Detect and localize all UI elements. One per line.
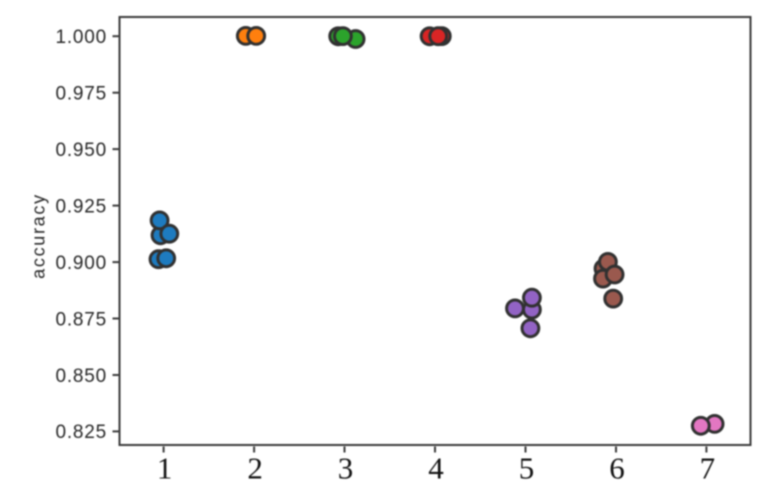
svg-text:3: 3 — [338, 451, 354, 486]
svg-text:6: 6 — [609, 451, 625, 486]
svg-text:0.875: 0.875 — [55, 309, 107, 330]
svg-text:0.950: 0.950 — [55, 140, 107, 161]
svg-text:0.850: 0.850 — [55, 366, 107, 387]
svg-text:0.975: 0.975 — [55, 84, 107, 105]
svg-text:0.825: 0.825 — [55, 422, 107, 443]
svg-text:4: 4 — [428, 451, 444, 486]
svg-text:0.900: 0.900 — [55, 253, 107, 274]
svg-text:1: 1 — [157, 451, 173, 486]
svg-text:1.000: 1.000 — [55, 27, 107, 48]
svg-text:2: 2 — [247, 451, 263, 486]
svg-text:7: 7 — [700, 451, 716, 486]
svg-text:accuracy: accuracy — [29, 193, 49, 279]
svg-text:0.925: 0.925 — [55, 196, 107, 217]
svg-text:5: 5 — [519, 451, 535, 486]
